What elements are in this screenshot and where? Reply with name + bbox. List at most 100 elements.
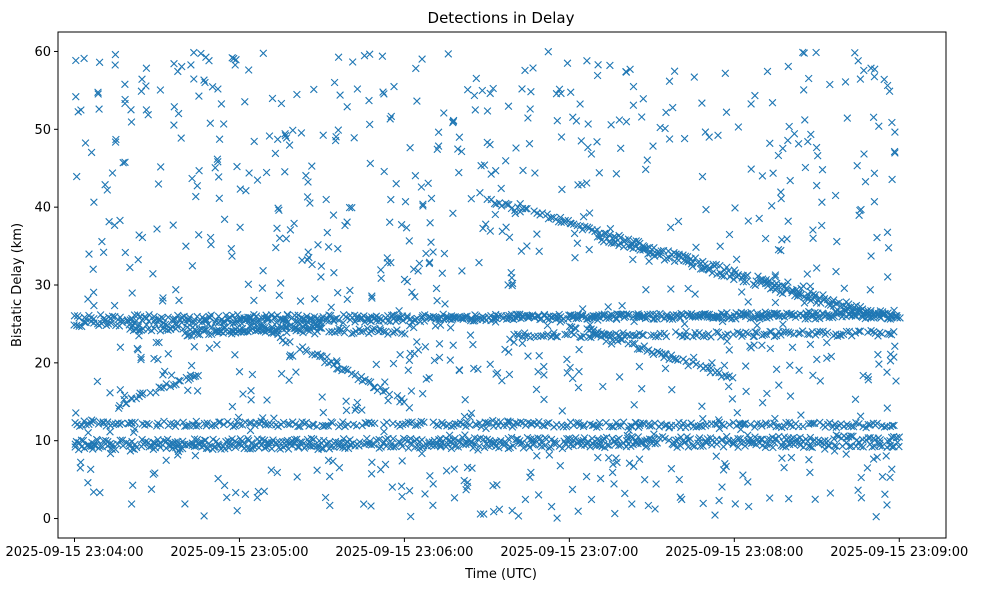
detection-point (405, 404, 414, 412)
detection-point (314, 445, 322, 454)
detection-point (336, 442, 345, 451)
detection-point (409, 323, 418, 332)
detection-point (629, 101, 638, 109)
detection-point (684, 421, 692, 430)
detection-point (748, 438, 757, 447)
detection-point (449, 116, 458, 125)
detection-point (767, 328, 776, 336)
detection-point (177, 134, 185, 142)
detection-point (191, 451, 200, 460)
detection-point (715, 368, 723, 377)
detection-point (200, 76, 208, 84)
detection-point (71, 443, 79, 451)
detection-point (530, 419, 538, 427)
detection-point (313, 466, 321, 474)
detection-point (892, 377, 900, 385)
detection-point (470, 91, 479, 100)
detection-point (774, 151, 783, 160)
detection-point (410, 349, 419, 358)
detection-point (521, 332, 530, 340)
detection-point (617, 422, 625, 430)
detection-point (136, 389, 144, 397)
detection-point (557, 133, 566, 141)
detection-point (885, 87, 894, 95)
detection-point (111, 50, 120, 59)
detection-point (604, 454, 613, 462)
detection-point (145, 420, 153, 429)
detection-point (449, 209, 457, 218)
detection-point (790, 130, 799, 138)
detection-point (634, 439, 642, 448)
detection-point (245, 314, 253, 323)
detection-point (417, 417, 426, 426)
detection-point (317, 351, 325, 360)
detection-point (275, 291, 284, 300)
detection-point (737, 425, 745, 434)
detection-point (323, 353, 331, 361)
detection-point (745, 439, 753, 447)
detection-point (668, 315, 677, 323)
detection-point (483, 107, 492, 115)
detection-point (606, 224, 615, 233)
detection-point (406, 512, 415, 521)
detection-point (787, 453, 796, 462)
detection-point (569, 113, 577, 121)
detection-point (145, 311, 153, 319)
detection-point (367, 502, 375, 510)
detection-point (190, 442, 199, 451)
detection-point (155, 316, 163, 324)
detection-point (418, 389, 427, 398)
detection-point (739, 277, 748, 286)
detection-point (433, 296, 441, 305)
detection-point (604, 330, 613, 339)
detection-point (616, 144, 625, 153)
detection-point (699, 414, 707, 423)
detection-point (207, 240, 215, 249)
detection-point (378, 52, 387, 60)
detection-point (408, 288, 416, 297)
detection-point (508, 279, 517, 288)
detection-point (405, 321, 414, 330)
detection-point (826, 489, 835, 497)
detection-point (127, 500, 136, 508)
detection-point (363, 314, 371, 323)
detection-point (714, 328, 723, 337)
detection-point (427, 238, 435, 246)
detection-point (712, 452, 721, 460)
detection-point (284, 318, 292, 326)
detection-point (782, 443, 790, 451)
detection-point (72, 56, 80, 65)
detection-point (99, 248, 108, 257)
detection-point (314, 241, 322, 249)
detection-point (540, 312, 549, 320)
detection-point (878, 472, 887, 481)
detection-point (324, 456, 333, 465)
detection-point (284, 420, 292, 428)
detection-point (463, 85, 472, 94)
detection-point (752, 328, 761, 337)
detection-point (677, 495, 686, 504)
detection-point (487, 170, 495, 178)
detection-point (167, 371, 176, 379)
detection-point (718, 317, 727, 326)
detection-point (753, 321, 761, 330)
detection-point (241, 490, 250, 499)
detection-point (850, 303, 858, 311)
detection-point (571, 253, 579, 262)
detection-point (709, 314, 718, 322)
detection-point (236, 420, 244, 429)
detection-point (247, 386, 255, 395)
detection-point (809, 234, 817, 243)
detection-point (139, 389, 147, 397)
detection-point (106, 389, 114, 397)
detection-point (605, 314, 613, 323)
detection-point (393, 326, 401, 334)
detection-point (584, 143, 592, 152)
detection-point (803, 270, 812, 278)
detection-point (875, 441, 884, 450)
detection-point (763, 389, 771, 398)
detection-point (653, 315, 661, 323)
detection-point (104, 320, 113, 328)
detection-point (504, 348, 513, 356)
detection-point (268, 94, 277, 103)
